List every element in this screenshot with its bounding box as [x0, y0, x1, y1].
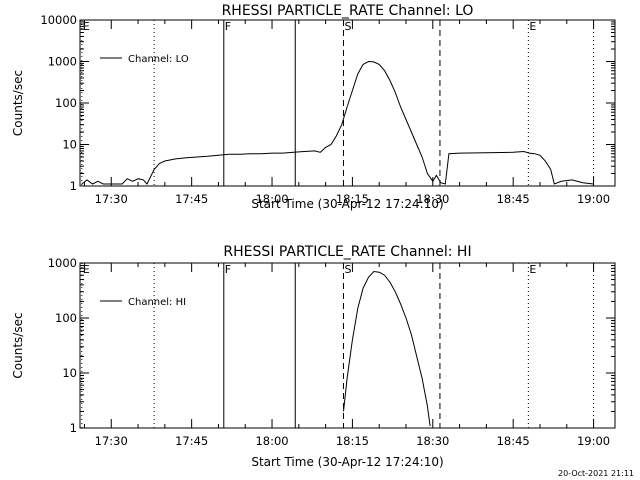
y-tick-label: 10: [62, 138, 77, 152]
x-tick-label: 19:00: [577, 192, 610, 206]
y-tick-label: 10: [62, 366, 77, 380]
x-tick-label: 18:15: [336, 434, 369, 448]
legend-label: Channel: HI: [128, 297, 186, 308]
event-marker-label: E: [529, 20, 536, 33]
y-tick-label: 100: [55, 311, 77, 325]
x-tick-label: 18:45: [497, 434, 530, 448]
plot-timestamp: 20-Oct-2021 21:11: [558, 469, 634, 478]
x-tick-label: 17:30: [95, 434, 128, 448]
y-tick-label: 1: [70, 421, 77, 435]
event-marker-label: F: [225, 20, 231, 33]
legend-label: Channel: LO: [128, 54, 189, 65]
x-tick-label: 18:00: [255, 192, 288, 206]
x-tick-label: 17:30: [95, 192, 128, 206]
x-tick-label: 17:45: [175, 192, 208, 206]
y-tick-label: 1000: [48, 256, 77, 270]
y-tick-label: 1000: [48, 55, 77, 69]
y-tick-label: 100: [55, 96, 77, 110]
chart-title: RHESSI PARTICLE_RATE Channel: HI: [223, 244, 471, 260]
x-tick-label: 18:15: [336, 192, 369, 206]
plot-frame: [79, 19, 616, 187]
y-tick-label: 10000: [40, 13, 77, 27]
series-line: [343, 270, 431, 427]
event-marker-label: S: [344, 263, 351, 276]
chart-title: RHESSI PARTICLE_RATE Channel: LO: [222, 3, 474, 19]
y-axis-label: Counts/sec: [11, 70, 25, 136]
y-tick-label: 1: [70, 179, 77, 193]
x-tick-label: 18:45: [497, 192, 530, 206]
event-marker-label: S: [344, 20, 351, 33]
event-marker-label: E: [83, 20, 90, 33]
x-axis-label: Start Time (30-Apr-12 17:24:10): [251, 455, 443, 469]
x-tick-label: 17:45: [175, 434, 208, 448]
series-line: [81, 60, 594, 185]
chart-panel-lo: RHESSI PARTICLE_RATE Channel: LO Start Ti…: [11, 3, 616, 211]
x-tick-label: 19:00: [577, 434, 610, 448]
chart-panel-hi: RHESSI PARTICLE_RATE Channel: HI Start Ti…: [11, 244, 616, 469]
event-marker-label: E: [83, 263, 90, 276]
event-marker-label: E: [529, 263, 536, 276]
x-axis-label: Start Time (30-Apr-12 17:24:10): [251, 197, 443, 211]
y-axis-label: Counts/sec: [11, 312, 25, 378]
plot-frame: [79, 262, 616, 429]
x-tick-label: 18:30: [416, 434, 449, 448]
event-marker-label: F: [225, 263, 231, 276]
x-tick-label: 18:30: [416, 192, 449, 206]
x-tick-label: 18:00: [255, 434, 288, 448]
